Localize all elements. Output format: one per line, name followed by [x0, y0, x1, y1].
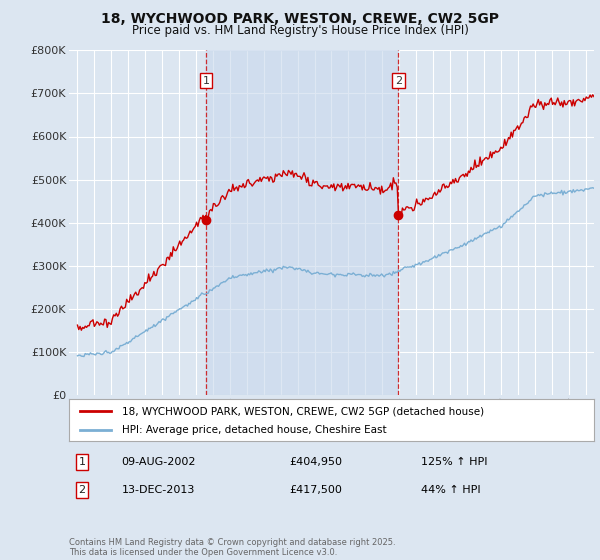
Text: 09-AUG-2002: 09-AUG-2002: [121, 457, 196, 467]
Text: 2: 2: [79, 485, 86, 495]
Text: £404,950: £404,950: [290, 457, 343, 467]
Bar: [206, 50, 398, 395]
Text: 13-DEC-2013: 13-DEC-2013: [121, 485, 195, 495]
Text: 125% ↑ HPI: 125% ↑ HPI: [421, 457, 487, 467]
Text: HPI: Average price, detached house, Cheshire East: HPI: Average price, detached house, Ches…: [121, 424, 386, 435]
Text: Contains HM Land Registry data © Crown copyright and database right 2025.
This d: Contains HM Land Registry data © Crown c…: [69, 538, 395, 557]
Text: 2: 2: [395, 76, 402, 86]
Text: 18, WYCHWOOD PARK, WESTON, CREWE, CW2 5GP: 18, WYCHWOOD PARK, WESTON, CREWE, CW2 5G…: [101, 12, 499, 26]
Text: 1: 1: [203, 76, 209, 86]
Text: Price paid vs. HM Land Registry's House Price Index (HPI): Price paid vs. HM Land Registry's House …: [131, 24, 469, 36]
Text: 18, WYCHWOOD PARK, WESTON, CREWE, CW2 5GP (detached house): 18, WYCHWOOD PARK, WESTON, CREWE, CW2 5G…: [121, 406, 484, 416]
Text: 1: 1: [79, 457, 86, 467]
Text: £417,500: £417,500: [290, 485, 343, 495]
Text: 44% ↑ HPI: 44% ↑ HPI: [421, 485, 481, 495]
